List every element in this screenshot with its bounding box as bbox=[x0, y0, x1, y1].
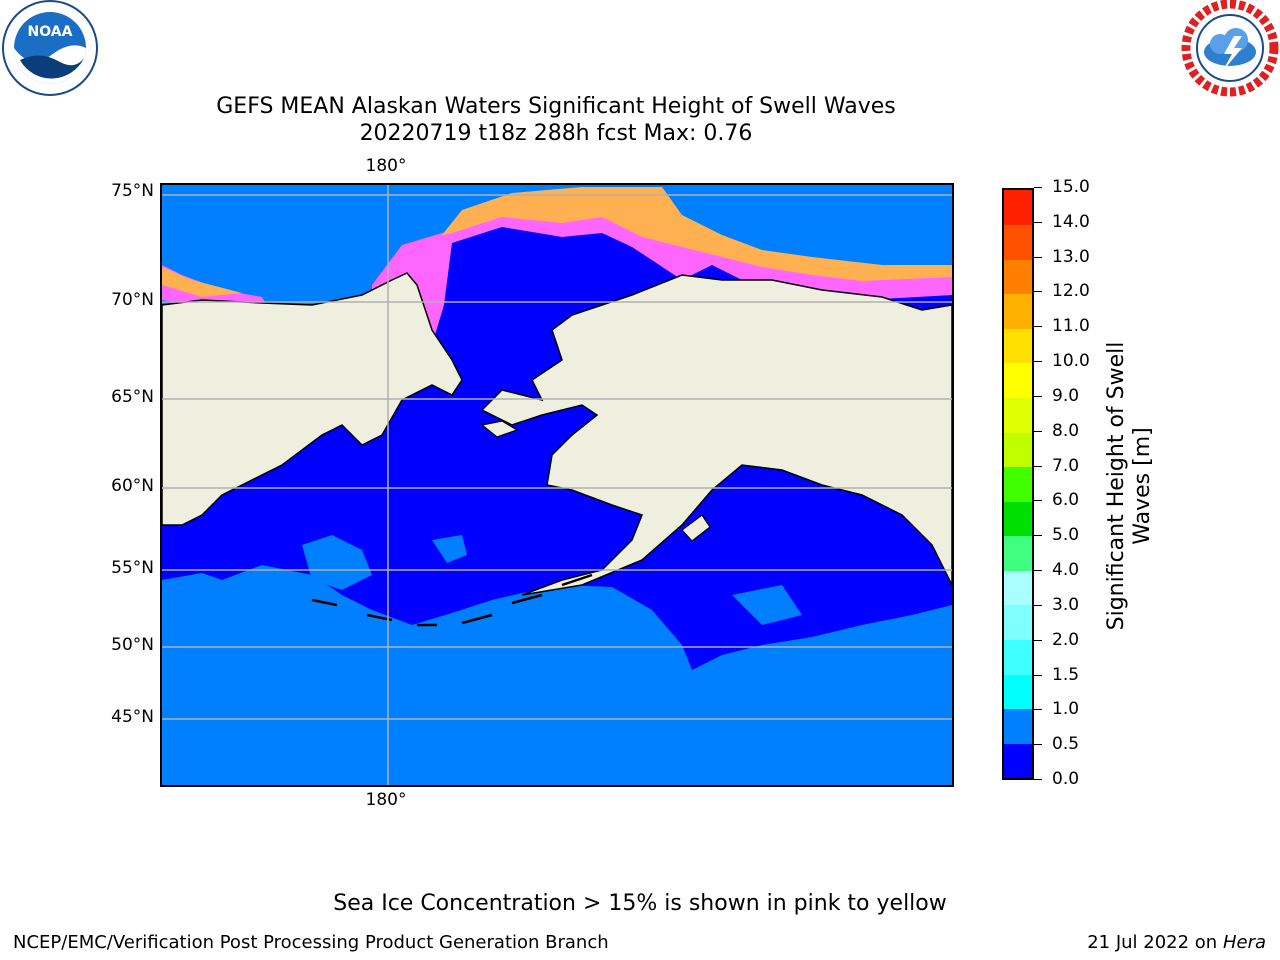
colorbar-tick-mark bbox=[1034, 187, 1042, 188]
noaa-logo-text: NOAA bbox=[28, 24, 73, 40]
colorbar-tick-label: 12.0 bbox=[1052, 281, 1090, 302]
ocean-mid-patch bbox=[732, 585, 802, 625]
colorbar-segment bbox=[1004, 259, 1032, 295]
colorbar-tick-label: 15.0 bbox=[1052, 177, 1090, 197]
colorbar-tick-mark bbox=[1034, 604, 1042, 606]
map-frame bbox=[160, 183, 954, 787]
colorbar-segment bbox=[1004, 362, 1032, 398]
colorbar-tick-mark bbox=[1034, 639, 1042, 641]
colorbar-segment bbox=[1004, 708, 1032, 744]
colorbar-tick-mark bbox=[1034, 395, 1042, 397]
colorbar-tick-label: 2.0 bbox=[1052, 629, 1080, 650]
nws-logo bbox=[1178, 0, 1280, 100]
colorbar-tick-label: 1.0 bbox=[1052, 699, 1080, 720]
colorbar-title: Significant Height of Swell Waves [m] bbox=[1104, 342, 1156, 631]
colorbar-tick-label: 0.5 bbox=[1052, 734, 1080, 755]
colorbar-tick-label: 3.0 bbox=[1052, 594, 1080, 615]
colorbar-tick-mark bbox=[1034, 430, 1042, 432]
land-aleutians bbox=[311, 573, 593, 627]
sea-ice-area bbox=[442, 187, 952, 281]
colorbar-tick-mark bbox=[1034, 744, 1042, 746]
colorbar-segment bbox=[1004, 432, 1032, 468]
colorbar-tick-label: 9.0 bbox=[1052, 385, 1080, 406]
colorbar-tick-label: 6.0 bbox=[1052, 490, 1080, 511]
run-date-text: 21 Jul 2022 on bbox=[1087, 932, 1223, 953]
colorbar-tick-label: 7.0 bbox=[1052, 455, 1080, 476]
land-alaska bbox=[480, 274, 953, 596]
colorbar-tick-label: 5.0 bbox=[1052, 525, 1080, 546]
colorbar-segment bbox=[1004, 674, 1032, 710]
colorbar-segment bbox=[1004, 605, 1032, 641]
colorbar-segment bbox=[1004, 397, 1032, 433]
colorbar-tick-mark bbox=[1034, 361, 1042, 363]
lat-label-65: 65°N bbox=[111, 387, 154, 407]
colorbar-segment bbox=[1004, 570, 1032, 606]
sea-ice-area bbox=[162, 267, 242, 297]
land-kodiak bbox=[681, 514, 711, 542]
colorbar-tick-mark bbox=[1034, 326, 1042, 328]
colorbar-tick-mark bbox=[1034, 779, 1042, 780]
title-line-1: GEFS MEAN Alaskan Waters Significant Hei… bbox=[216, 94, 896, 119]
colorbar-tick-mark bbox=[1034, 500, 1042, 502]
colorbar-segment bbox=[1004, 466, 1032, 502]
colorbar-segment bbox=[1004, 535, 1032, 571]
colorbar-segment bbox=[1004, 501, 1032, 537]
title-line-2: 20220719 t18z 288h fcst Max: 0.76 bbox=[359, 121, 753, 146]
colorbar-segment bbox=[1004, 293, 1032, 329]
sea-ice-note: Sea Ice Concentration > 15% is shown in … bbox=[333, 891, 947, 916]
colorbar bbox=[1002, 188, 1034, 780]
lat-label-50: 50°N bbox=[111, 635, 154, 655]
colorbar-tick-mark bbox=[1034, 535, 1042, 537]
colorbar-title-line-2: Waves [m] bbox=[1130, 427, 1155, 545]
ocean-mid-patch bbox=[302, 535, 372, 590]
colorbar-title-line-1: Significant Height of Swell bbox=[1104, 341, 1129, 631]
lat-label-75: 75°N bbox=[111, 181, 154, 201]
colorbar-segment bbox=[1004, 190, 1032, 225]
noaa-logo: NOAA bbox=[0, 0, 106, 100]
colorbar-segment bbox=[1004, 328, 1032, 364]
graticule bbox=[162, 185, 952, 785]
colorbar-segment bbox=[1004, 639, 1032, 675]
colorbar-tick-label: 8.0 bbox=[1052, 420, 1080, 441]
colorbar-segment bbox=[1004, 743, 1032, 778]
run-host: Hera bbox=[1222, 932, 1266, 953]
branch-credit: NCEP/EMC/Verification Post Processing Pr… bbox=[13, 932, 609, 953]
lon-label-bottom: 180° bbox=[365, 790, 407, 810]
colorbar-tick-label: 0.0 bbox=[1052, 769, 1080, 789]
lat-label-70: 70°N bbox=[111, 290, 154, 310]
colorbar-tick-mark bbox=[1034, 256, 1042, 258]
colorbar-tick-label: 14.0 bbox=[1052, 211, 1090, 232]
colorbar-tick-mark bbox=[1034, 570, 1042, 572]
run-date: 21 Jul 2022 on Hera bbox=[1087, 932, 1266, 953]
lat-label-55: 55°N bbox=[111, 558, 154, 578]
land-st-lawrence-island bbox=[480, 420, 519, 438]
colorbar-tick-label: 4.0 bbox=[1052, 560, 1080, 581]
ocean-mid-patch bbox=[432, 535, 467, 563]
colorbar-tick-label: 11.0 bbox=[1052, 316, 1090, 337]
map-canvas bbox=[161, 185, 953, 785]
colorbar-tick-mark bbox=[1034, 221, 1042, 223]
lat-label-45: 45°N bbox=[111, 707, 154, 727]
lat-label-60: 60°N bbox=[111, 476, 154, 496]
colorbar-tick-mark bbox=[1034, 709, 1042, 711]
lon-label-top: 180° bbox=[365, 156, 407, 176]
colorbar-tick-mark bbox=[1034, 291, 1042, 293]
colorbar-tick-mark bbox=[1034, 465, 1042, 467]
colorbar-segment bbox=[1004, 224, 1032, 260]
colorbar-tick-label: 10.0 bbox=[1052, 351, 1090, 372]
colorbar-tick-label: 1.5 bbox=[1052, 664, 1080, 685]
colorbar-tick-mark bbox=[1034, 674, 1042, 676]
colorbar-tick-label: 13.0 bbox=[1052, 246, 1090, 267]
